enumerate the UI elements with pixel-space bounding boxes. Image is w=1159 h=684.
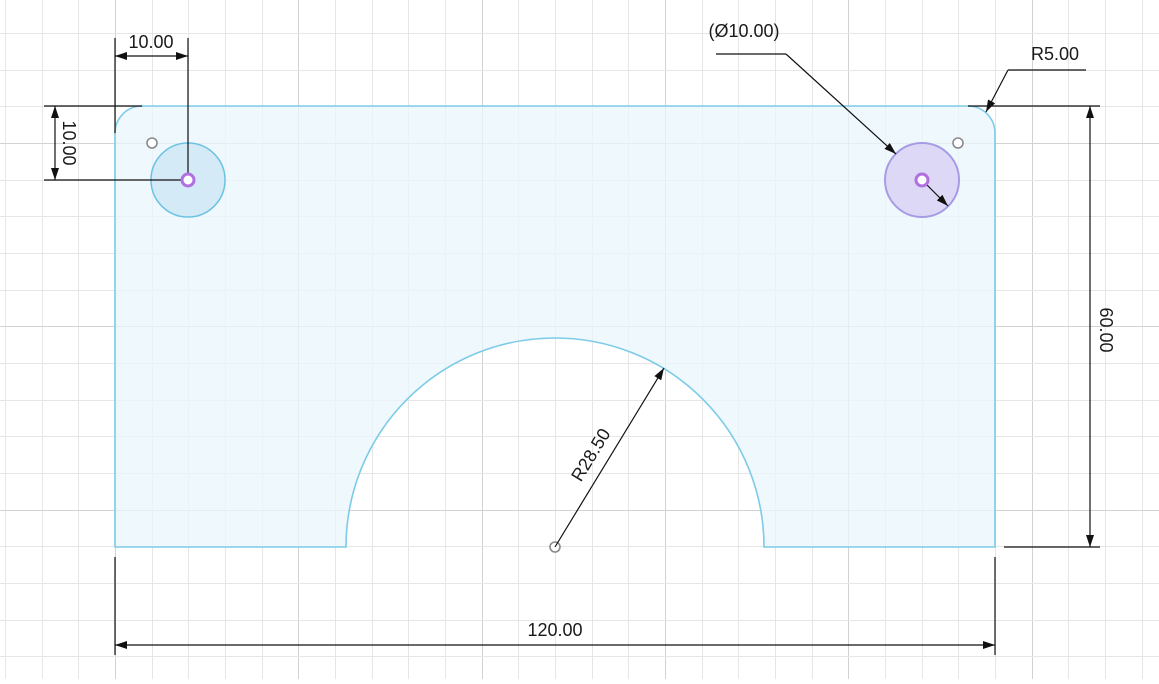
dimension-label: 10.00 [128,32,173,52]
dimension-label: 120.00 [527,620,582,640]
dimension-cutout-radius[interactable]: R28.50 [554,367,665,548]
dimension-label: R5.00 [1031,44,1079,64]
corner-arc-center-point[interactable] [952,137,964,149]
dimension-label: 10.00 [59,120,79,165]
hole-center-point[interactable] [914,172,930,188]
dimension-width[interactable]: 120.00 [114,557,996,655]
dimension-hole-offset-y[interactable]: 10.00 [44,105,188,181]
hole-center-point[interactable] [180,172,196,188]
dimension-hole-offset-x[interactable]: 10.00 [114,32,189,180]
dimension-label: (Ø10.00) [708,21,779,41]
dimension-height[interactable]: 60.00 [968,105,1116,548]
corner-arc-center-point[interactable] [146,137,158,149]
dimension-label: 60.00 [1096,307,1116,352]
dimension-hole-diameter[interactable]: (Ø10.00) [708,21,949,207]
dimension-corner-radius[interactable]: R5.00 [985,44,1086,113]
dimension-label: R28.50 [567,425,614,485]
